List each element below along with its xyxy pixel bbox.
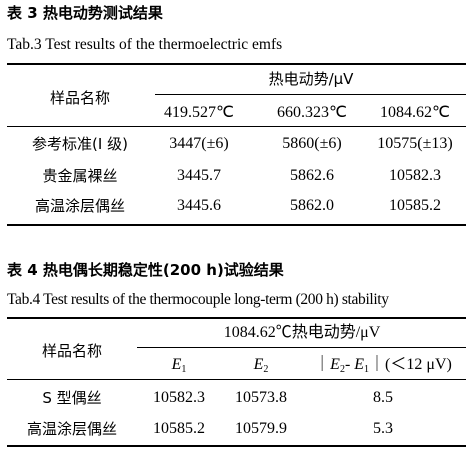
- table4-group-rule: [137, 347, 466, 348]
- row-value: 10575(±13): [377, 135, 453, 152]
- table3-top-rule: [7, 63, 466, 65]
- table3-group-header: 热电动势/μV: [268, 70, 354, 88]
- row-value: 10585.2: [153, 420, 205, 437]
- row-value: 3447(±6): [169, 135, 229, 152]
- table3-temp-header: 660.323℃: [277, 104, 347, 121]
- row-value: 5862.6: [290, 167, 334, 184]
- row-value: 10579.9: [235, 420, 287, 437]
- row-value: 10582.3: [153, 389, 205, 406]
- table4-sample-header: 样品名称: [41, 342, 103, 360]
- table4-col-diff: ｜E2- E1｜(＜12 μV): [314, 356, 452, 375]
- row-value: 10573.8: [235, 389, 287, 406]
- table4-top-rule: [7, 317, 466, 319]
- row-value: 3445.7: [177, 167, 221, 184]
- row-name: S 型偶丝: [42, 389, 102, 407]
- table3-header-rule: [7, 126, 466, 127]
- row-value: 10582.3: [389, 167, 441, 184]
- row-value: 10585.2: [389, 197, 441, 214]
- table4-header-rule: [7, 379, 466, 380]
- table4-col-e1: E1: [171, 356, 187, 375]
- row-name: 高温涂层偶丝: [34, 197, 126, 215]
- row-name: 高温涂层偶丝: [26, 420, 118, 438]
- table4-caption-cn: 表 4 热电偶长期稳定性(200 h)试验结果: [7, 261, 284, 279]
- table4-bottom-rule: [7, 445, 466, 447]
- table4-group-header: 1084.62℃热电动势/μV: [223, 324, 381, 341]
- table3-temp-header: 419.527℃: [164, 104, 234, 121]
- row-name: 贵金属裸丝: [42, 167, 118, 185]
- row-value: 5860(±6): [282, 135, 342, 152]
- table4-caption-en: Tab.4 Test results of the thermocouple l…: [7, 291, 389, 308]
- table3-caption-cn: 表 3 热电动势测试结果: [7, 4, 163, 22]
- table3-bottom-rule: [7, 224, 466, 226]
- table3-caption-en: Tab.3 Test results of the thermoelectric…: [7, 36, 283, 53]
- table3-sample-header: 样品名称: [49, 89, 111, 107]
- row-value: 5.3: [373, 420, 393, 437]
- table4-col-e2: E2: [253, 356, 269, 375]
- table3-group-rule: [155, 94, 466, 95]
- row-name: 参考标准(I 级): [32, 135, 128, 153]
- row-value: 8.5: [373, 389, 393, 406]
- row-value: 5862.0: [290, 197, 334, 214]
- table3-temp-header: 1084.62℃: [380, 104, 450, 121]
- row-value: 3445.6: [177, 197, 221, 214]
